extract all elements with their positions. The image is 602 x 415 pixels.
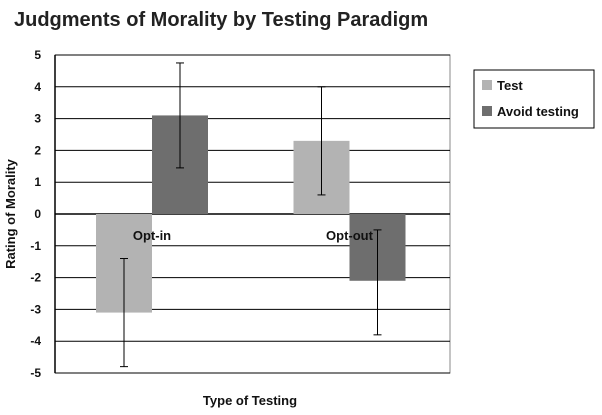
y-tick-label: -4 [30,334,41,348]
x-tick-label: Opt-in [133,228,171,243]
legend-swatch [482,106,492,116]
y-tick-label: -1 [30,239,41,253]
y-tick-label: 3 [34,112,41,126]
y-tick-label: 2 [34,143,41,157]
x-tick-label: Opt-out [326,228,374,243]
y-tick-label: 5 [34,48,41,62]
legend: Test Avoid testing [473,69,595,129]
plot-area: 5 4 3 2 1 0 -1 -2 -3 -4 -5 Opt-in Opt-out [30,48,451,380]
x-axis-label: Type of Testing [203,393,297,408]
legend-swatch [482,80,492,90]
y-axis-label: Rating of Morality [3,158,18,269]
y-tick-label: -5 [30,366,41,380]
y-tick-label: 4 [34,80,41,94]
legend-label: Test [497,78,523,93]
y-tick-label: -3 [30,302,41,316]
legend-label: Avoid testing [497,104,579,119]
y-tick-label: 1 [34,175,41,189]
chart-title: Judgments of Morality by Testing Paradig… [14,9,428,31]
y-tick-label: -2 [30,271,41,285]
legend-box [473,69,595,129]
y-tick-label: 0 [34,207,41,221]
